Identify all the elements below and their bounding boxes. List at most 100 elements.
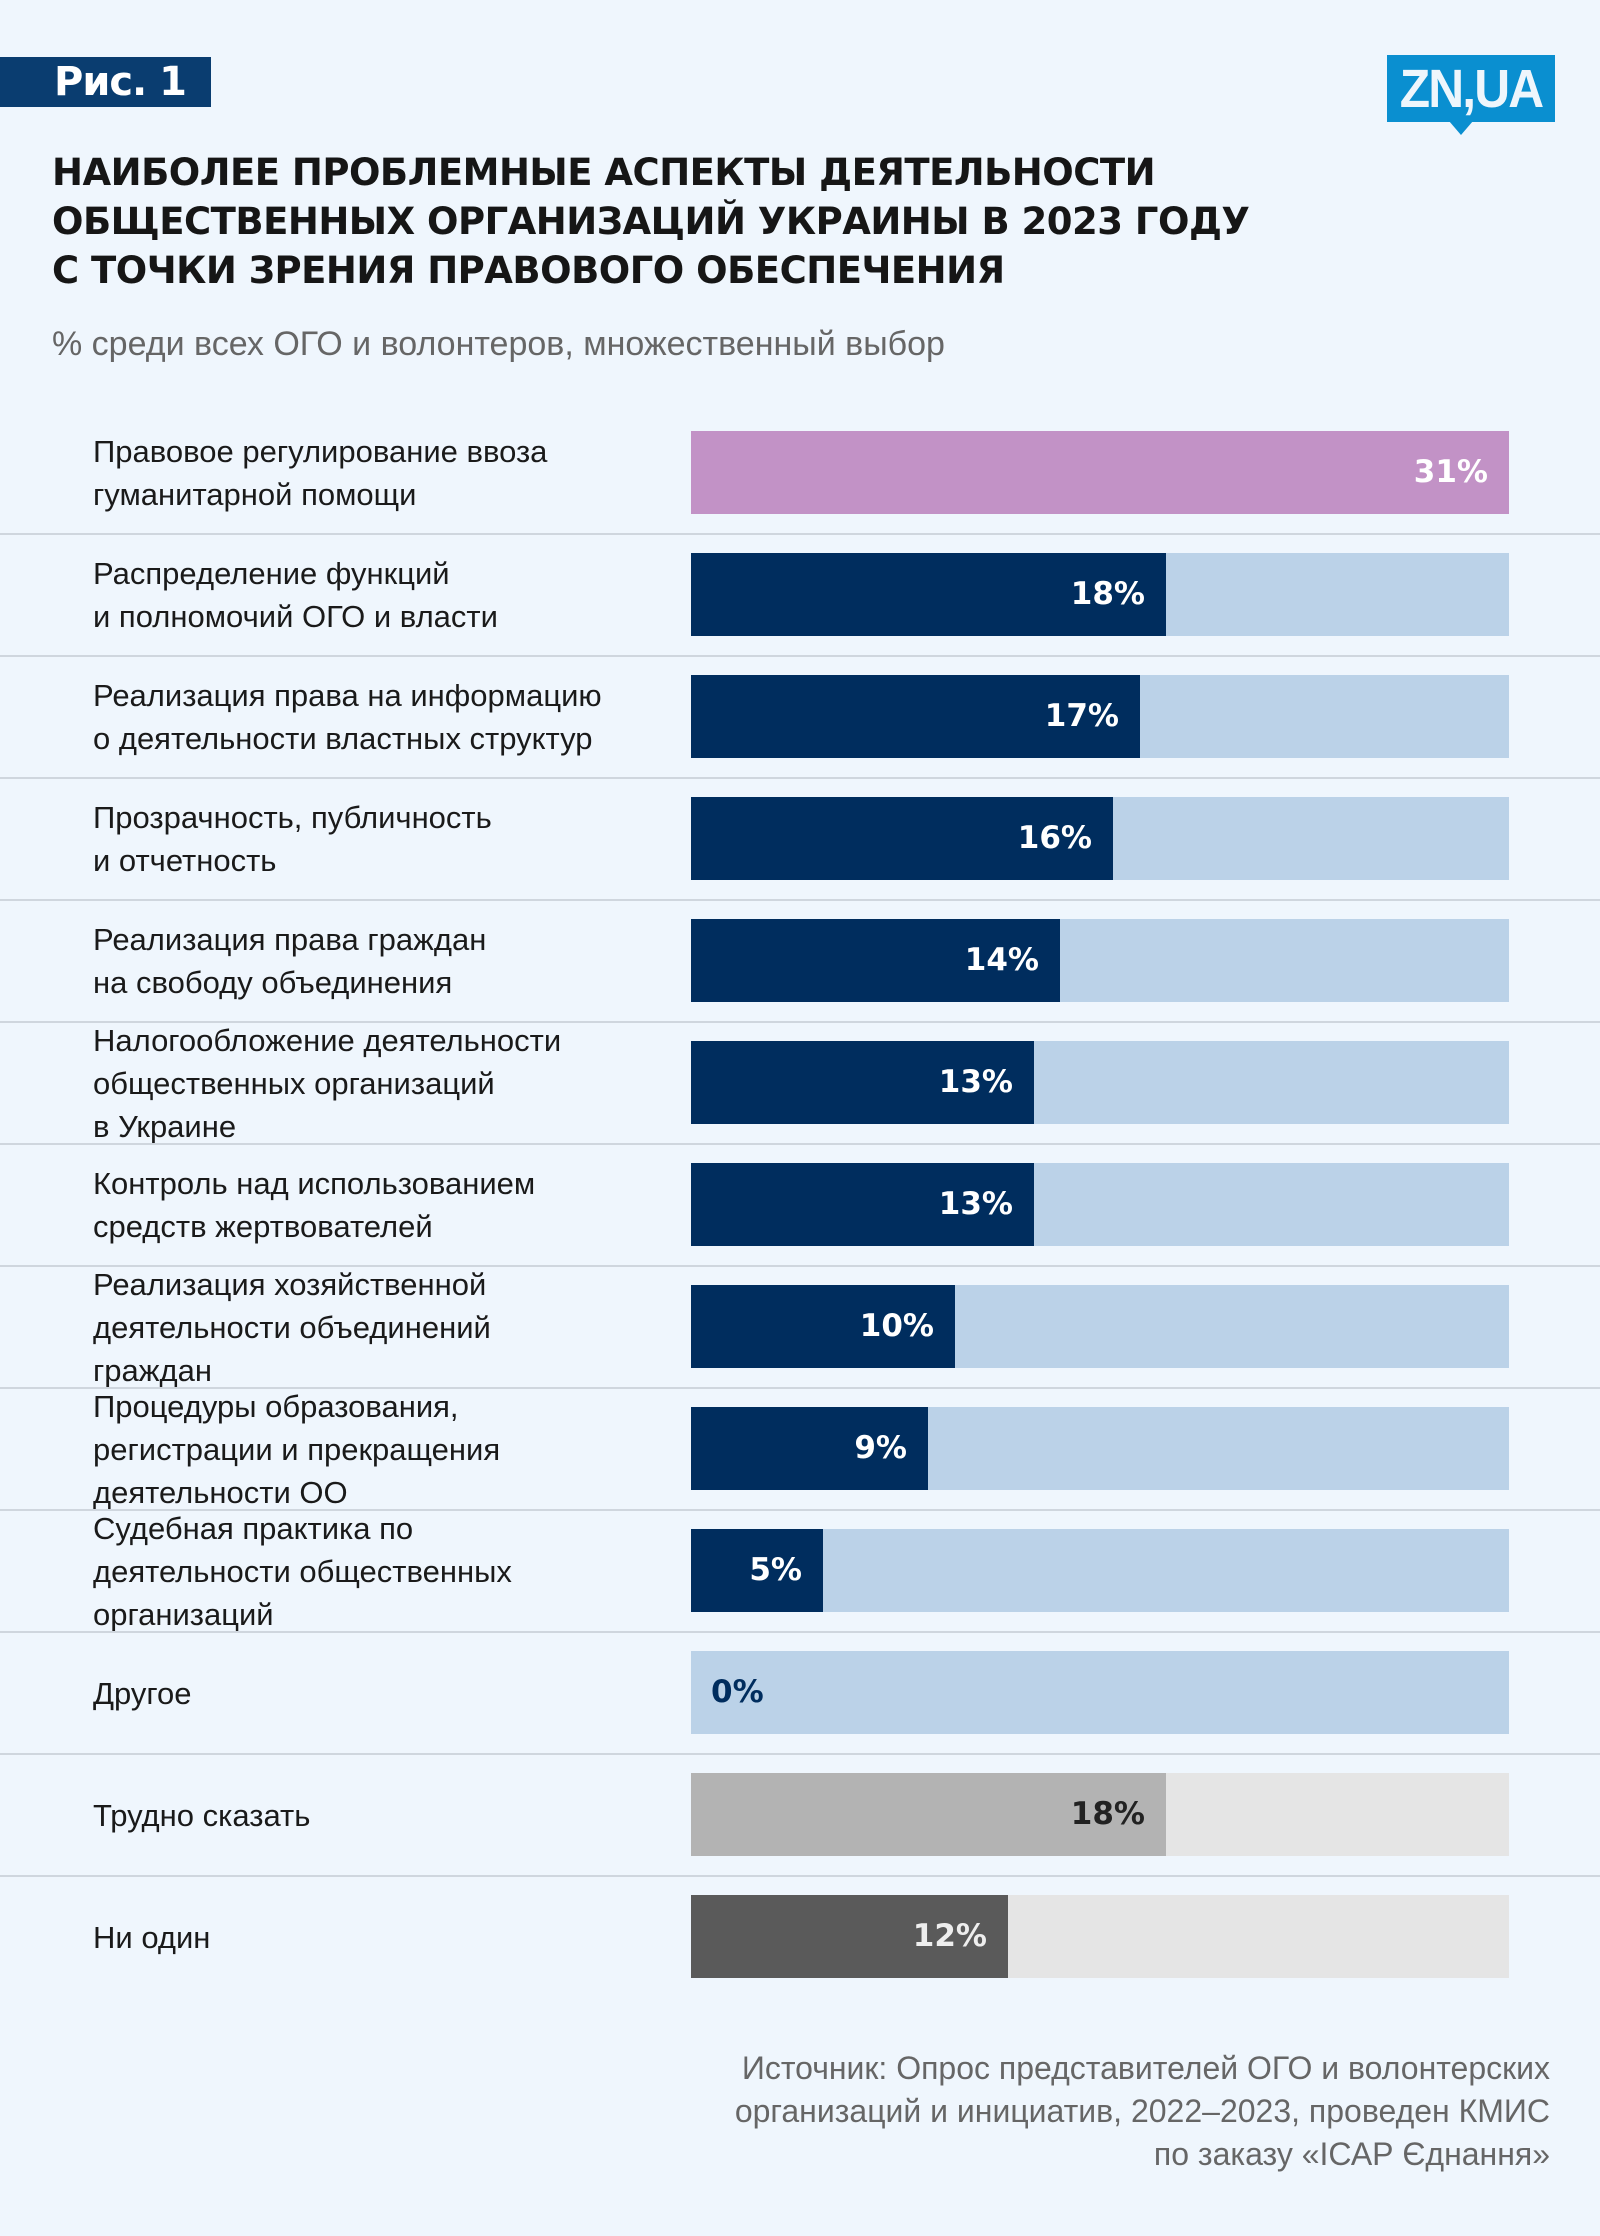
bar-category-label: Распределение функций и полномочий ОГО и …	[93, 534, 683, 656]
bar-category-label: Судебная практика по деятельности обществ…	[93, 1510, 683, 1632]
bar-category-label-line: Реализация права граждан	[93, 922, 487, 957]
row-divider	[0, 1265, 1600, 1267]
bar-category-label: Другое	[93, 1632, 683, 1754]
bar-category-label: Реализация хозяйственной деятельности объ…	[93, 1266, 683, 1388]
bar	[691, 1407, 928, 1490]
bar-category-label: Реализация права граждан на свободу объед…	[93, 900, 683, 1022]
bar-category-label-line: и полномочий ОГО и власти	[93, 599, 498, 634]
bar-track: 14%	[691, 919, 1509, 1002]
source-note: Источник: Опрос представителей ОГО и вол…	[735, 2047, 1550, 2176]
figure-tag: Рис. 1	[0, 57, 211, 107]
bar-category-label: Контроль над использованием средств жертв…	[93, 1144, 683, 1266]
bar-category-label-line: регистрации и прекращения	[93, 1431, 501, 1467]
logo-text: ZN,UA	[1399, 59, 1544, 119]
row-divider	[0, 1631, 1600, 1633]
chart-title-line: С ТОЧКИ ЗРЕНИЯ ПРАВОВОГО ОБЕСПЕЧЕНИЯ	[52, 249, 1005, 292]
chart-title-line: НАИБОЛЕЕ ПРОБЛЕМНЫЕ АСПЕКТЫ ДЕЯТЕЛЬНОСТИ	[52, 151, 1156, 194]
bar-category-label-line: деятельности ОО	[93, 1474, 348, 1510]
bar-category-label-line: Прозрачность, публичность	[93, 800, 492, 835]
bar-category-label: Правовое регулирование ввоза гуманитарной…	[93, 412, 683, 534]
bar	[691, 553, 1166, 636]
bar-value-label: 14%	[964, 942, 1039, 978]
bar	[691, 797, 1113, 880]
bar-category-label-line: о деятельности властных структур	[93, 721, 593, 756]
bar-track: 17%	[691, 675, 1509, 758]
bar-category-label: Прозрачность, публичность и отчетность	[93, 778, 683, 900]
bar	[691, 675, 1140, 758]
bar	[691, 1529, 823, 1612]
source-line: по заказу «ІСАР Єднання»	[1153, 2136, 1550, 2172]
chart-subtitle: % среди всех ОГО и волонтеров, множестве…	[52, 325, 945, 363]
row-divider	[0, 899, 1600, 901]
bar-category-label-line: граждан	[93, 1352, 212, 1388]
bar	[691, 1895, 1008, 1978]
row-divider	[0, 1509, 1600, 1511]
bar-track: 9%	[691, 1407, 1509, 1490]
bar-value-label: 0%	[711, 1674, 764, 1710]
bar-category-label-line: деятельности объединений	[93, 1309, 491, 1345]
bar-value-label: 10%	[859, 1308, 934, 1344]
bar-category-label-line: Контроль над использованием	[93, 1166, 536, 1201]
bar-category-label-line: в Украине	[93, 1108, 237, 1144]
bar-value-label: 31%	[1413, 454, 1488, 490]
bar-category-label-line: Налогообложение деятельности	[93, 1022, 562, 1058]
bar	[691, 1041, 1034, 1124]
bar-track: 5%	[691, 1529, 1509, 1612]
bar-value-label: 12%	[912, 1918, 987, 1954]
bar-value-label: 5%	[749, 1552, 802, 1588]
bar-track: 16%	[691, 797, 1509, 880]
bar	[691, 919, 1060, 1002]
zn-ua-logo: ZN,UA	[1387, 55, 1555, 122]
row-divider	[0, 1143, 1600, 1145]
row-divider	[0, 1753, 1600, 1755]
bar-category-label-line: организаций	[93, 1596, 274, 1632]
bar-value-label: 17%	[1044, 698, 1119, 734]
bar-category-label-line: на свободу объединения	[93, 965, 453, 1000]
bar-category-label: Процедуры образования, регистрации и прек…	[93, 1388, 683, 1510]
bar	[691, 1163, 1034, 1246]
bar-value-label: 18%	[1070, 576, 1145, 612]
bar-value-label: 13%	[938, 1064, 1013, 1100]
logo-speech-tail-icon	[1449, 121, 1473, 135]
bar-category-label-line: Правовое регулирование ввоза	[93, 434, 548, 469]
bar-track: 12%	[691, 1895, 1509, 1978]
row-divider	[0, 533, 1600, 535]
bar-category-label-line: Ни один	[93, 1919, 211, 1955]
source-line: организаций и инициатив, 2022–2023, пров…	[734, 2093, 1550, 2129]
row-divider	[0, 1875, 1600, 1877]
bar-category-label-line: Трудно сказать	[93, 1797, 311, 1833]
bar-track: 0%	[691, 1651, 1509, 1734]
bar-value-label: 13%	[938, 1186, 1013, 1222]
source-line: Источник: Опрос представителей ОГО и вол…	[741, 2050, 1550, 2086]
bar	[691, 431, 1509, 514]
bar-category-label: Ни один	[93, 1876, 683, 1998]
bar-category-label-line: средств жертвователей	[93, 1209, 433, 1244]
bar-value-label: 18%	[1070, 1796, 1145, 1832]
bar-category-label-line: Судебная практика по	[93, 1510, 414, 1546]
bar-category-label-line: Реализация права на информацию	[93, 678, 602, 713]
chart-title: НАИБОЛЕЕ ПРОБЛЕМНЫЕ АСПЕКТЫ ДЕЯТЕЛЬНОСТИ…	[52, 148, 1452, 295]
bar-track: 18%	[691, 1773, 1509, 1856]
bar-category-label-line: Процедуры образования,	[93, 1388, 459, 1424]
row-divider	[0, 655, 1600, 657]
row-divider	[0, 1021, 1600, 1023]
row-divider	[0, 1387, 1600, 1389]
row-divider	[0, 777, 1600, 779]
bar-category-label: Трудно сказать	[93, 1754, 683, 1876]
bar-track: 13%	[691, 1041, 1509, 1124]
bar-category-label: Реализация права на информацию о деятельн…	[93, 656, 683, 778]
bar-track: 31%	[691, 431, 1509, 514]
bar-track: 13%	[691, 1163, 1509, 1246]
bar-track: 18%	[691, 553, 1509, 636]
bar-category-label-line: Распределение функций	[93, 556, 450, 591]
bar-category-label-line: общественных организаций	[93, 1065, 495, 1101]
bar-category-label-line: и отчетность	[93, 843, 277, 878]
bar-value-label: 9%	[854, 1430, 907, 1466]
bar-category-label-line: гуманитарной помощи	[93, 477, 417, 512]
bar	[691, 1285, 955, 1368]
bar	[691, 1773, 1166, 1856]
chart-title-line: ОБЩЕСТВЕННЫХ ОРГАНИЗАЦИЙ УКРАИНЫ В 2023 …	[52, 200, 1250, 243]
bar-category-label-line: Реализация хозяйственной	[93, 1266, 487, 1302]
bar-category-label: Налогообложение деятельности общественных…	[93, 1022, 683, 1144]
bar-category-label-line: Другое	[93, 1675, 192, 1711]
